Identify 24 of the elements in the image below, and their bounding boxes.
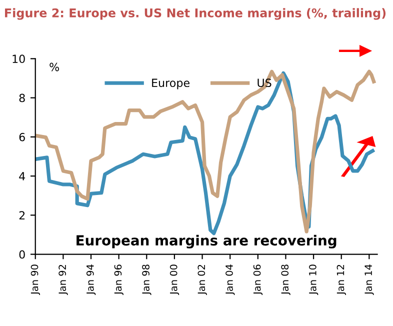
x-tick-label: Jan 94 [86,264,96,295]
y-tick-label: 10 [12,54,25,64]
x-tick-label: Jan 04 [226,264,235,295]
y-tick-label: 8 [19,94,25,102]
y-tick-label: 0 [19,250,25,259]
x-tick-label: Jan 14 [364,264,374,295]
chart-title: Figure 2: Europe vs. US Net Income margins (%, trailing) [5,8,386,20]
annotation: European margins are recovering [76,234,336,248]
x-tick-label: Jan 00 [170,264,180,295]
x-tick-label: Jan 06 [253,264,263,295]
x-tick-label: Jan 12 [336,264,346,295]
legend-label: Europe [152,78,190,90]
y-tick-label: 4 [19,172,26,180]
legend-label: US [258,78,272,88]
y-axis-title: % [50,62,59,72]
y-tick-label: 6 [19,132,25,142]
x-tick-label: Jan 02 [198,264,207,295]
x-tick-label: Jan 08 [281,264,290,295]
x-tick-label: Jan 92 [58,264,68,295]
y-tick-label: 2 [19,211,25,220]
x-tick-label: Jan 90 [30,264,40,295]
x-tick-label: Jan 96 [114,264,124,295]
x-tick-label: Jan 98 [142,264,152,295]
x-tick-label: Jan 10 [309,264,318,295]
